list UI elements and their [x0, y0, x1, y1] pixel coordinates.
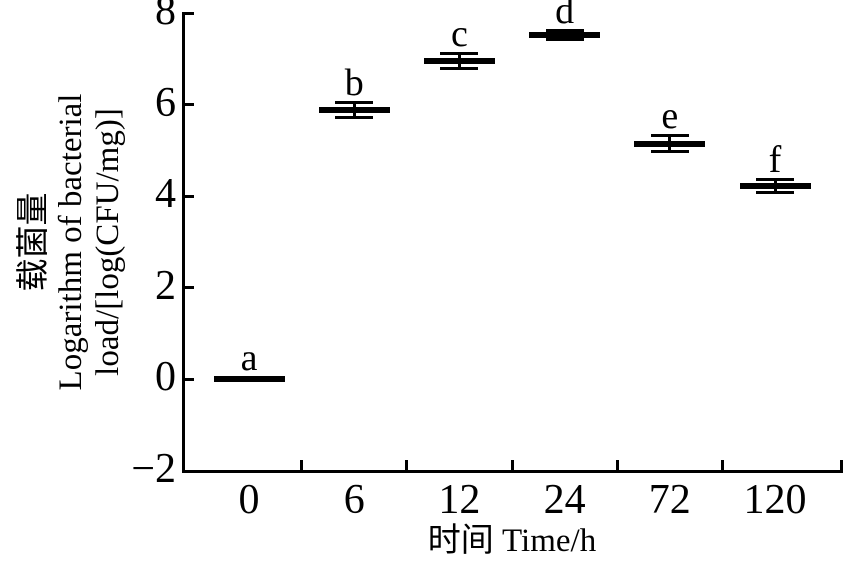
y-axis-tick-label: 6 — [155, 79, 176, 126]
mean-bar-120h — [739, 183, 811, 190]
error-bar-cap-top — [440, 52, 479, 56]
x-axis-tick — [300, 459, 304, 470]
error-bar-cap-top — [335, 101, 374, 105]
y-axis-tick — [183, 103, 194, 107]
significance-letter-c: c — [450, 13, 468, 56]
x-axis-tick — [720, 459, 724, 470]
x-axis-tick-label: 24 — [543, 477, 586, 523]
significance-letter-b: b — [344, 62, 364, 105]
y-axis-tick — [183, 11, 194, 15]
error-bar-cap-bottom — [440, 66, 479, 70]
x-axis-tick-label: 0 — [238, 477, 260, 523]
y-axis-title-line-chinese: 载菌量 — [16, 192, 52, 292]
mean-bar-12h — [423, 58, 495, 65]
y-axis-tick-label: 2 — [155, 262, 176, 309]
x-axis-tick-label: 72 — [648, 477, 691, 523]
mean-bar-6h — [318, 107, 390, 114]
y-axis-tick-label: 4 — [155, 171, 176, 218]
y-axis-tick — [183, 469, 194, 473]
x-axis-tick — [405, 459, 409, 470]
significance-letter-f: f — [768, 138, 782, 181]
error-bar-cap-top — [756, 177, 794, 181]
error-bar-cap-bottom — [650, 149, 689, 153]
y-axis-tick-label: −2 — [131, 446, 176, 492]
y-axis-tick-label: 0 — [155, 354, 176, 401]
x-axis-tick-label: 6 — [343, 477, 365, 523]
y-axis-tick — [183, 377, 194, 381]
y-axis-line — [181, 11, 185, 473]
significance-letter-a: a — [240, 337, 258, 380]
x-axis-tick — [615, 459, 619, 470]
x-axis-tick — [510, 459, 514, 470]
error-bar-cap-top — [545, 28, 584, 32]
x-axis-tick-label: 12 — [438, 477, 481, 523]
error-bar-cap-bottom — [545, 38, 584, 42]
significance-letter-e: e — [661, 95, 679, 138]
x-axis-tick-label: 120 — [743, 477, 807, 523]
error-bar-cap-bottom — [335, 115, 374, 119]
mean-bar-72h — [634, 140, 706, 147]
y-axis-tick-label: 8 — [155, 0, 176, 34]
x-axis-end-tick — [839, 459, 843, 470]
error-bar-cap-top — [650, 134, 689, 138]
significance-letter-d: d — [555, 0, 575, 32]
mean-bar-24h — [529, 31, 601, 38]
y-axis-tick — [183, 194, 194, 198]
y-axis-tick — [183, 286, 194, 290]
x-axis-line — [181, 469, 843, 473]
mean-bar-0h — [213, 376, 285, 383]
x-axis-title: 时间 Time/h — [427, 523, 597, 559]
error-bar-cap-bottom — [756, 191, 794, 195]
